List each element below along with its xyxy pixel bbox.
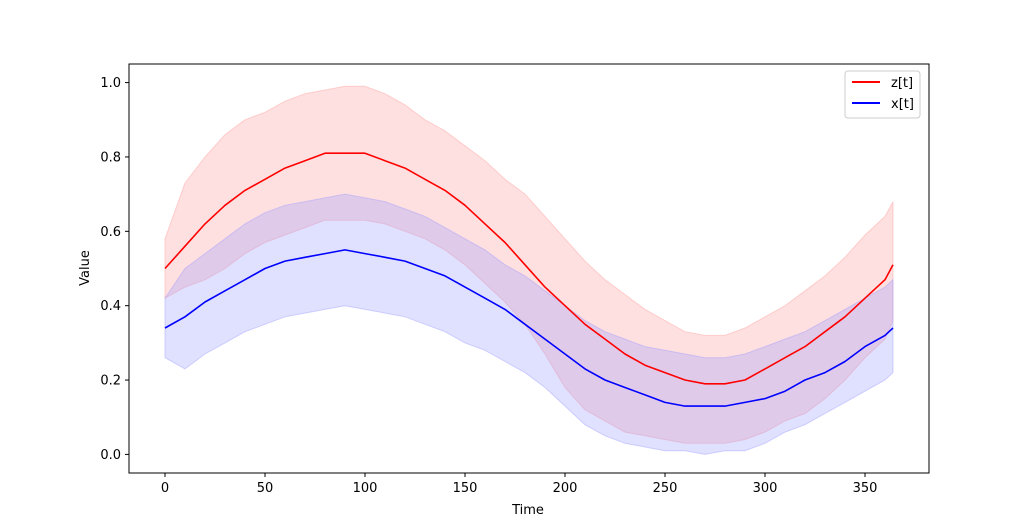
x-tick-label: 300 xyxy=(753,481,778,496)
y-axis: 0.0 0.2 0.4 0.6 0.8 1.0 xyxy=(100,76,129,463)
x-tick-label: 100 xyxy=(353,481,378,496)
x-axis: 0 50 100 150 200 250 300 350 xyxy=(161,473,878,496)
x-tick-label: 50 xyxy=(257,481,274,496)
x-tick-label: 350 xyxy=(853,481,878,496)
band-1 xyxy=(164,193,894,455)
legend-label-x: x[t] xyxy=(891,97,914,112)
band-0 xyxy=(164,85,894,444)
line-0 xyxy=(164,152,894,385)
series-lines xyxy=(164,152,894,407)
legend: z[t] x[t] xyxy=(844,70,921,119)
y-tick-label: 0.8 xyxy=(100,150,121,165)
y-tick-label: 0.0 xyxy=(100,448,121,463)
y-tick-label: 0.6 xyxy=(100,225,121,240)
confidence-bands xyxy=(164,85,894,455)
y-tick-label: 0.2 xyxy=(100,374,121,389)
x-tick-label: 250 xyxy=(653,481,678,496)
y-tick-label: 1.0 xyxy=(100,76,121,91)
y-axis-label: Value xyxy=(78,250,93,286)
plot-frame xyxy=(128,63,930,474)
x-tick-label: 150 xyxy=(453,481,478,496)
x-tick-label: 200 xyxy=(553,481,578,496)
line-1 xyxy=(164,249,894,407)
x-axis-label: Time xyxy=(511,503,544,518)
legend-label-z: z[t] xyxy=(891,76,913,91)
x-tick-label: 0 xyxy=(161,481,169,496)
y-tick-label: 0.4 xyxy=(100,299,121,314)
